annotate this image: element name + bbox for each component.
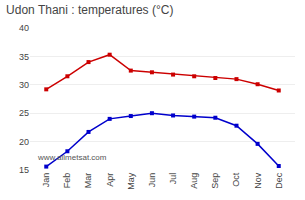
svg-text:Dec: Dec	[274, 172, 284, 189]
svg-text:25: 25	[19, 108, 29, 118]
svg-text:May: May	[126, 172, 136, 190]
svg-text:Sep: Sep	[210, 173, 220, 189]
svg-text:35: 35	[19, 52, 29, 62]
svg-text:Oct: Oct	[231, 172, 241, 187]
svg-text:Udon Thani : temperatures (°C): Udon Thani : temperatures (°C)	[6, 3, 173, 17]
svg-text:Jun: Jun	[147, 173, 157, 188]
svg-text:40: 40	[19, 23, 29, 33]
svg-text:Jul: Jul	[168, 173, 178, 185]
svg-text:Aug: Aug	[189, 173, 199, 189]
svg-text:Nov: Nov	[253, 172, 263, 189]
svg-text:Jan: Jan	[41, 173, 51, 188]
svg-text:www.allmetsat.com: www.allmetsat.com	[37, 153, 107, 162]
svg-text:Feb: Feb	[62, 173, 72, 189]
svg-text:20: 20	[19, 137, 29, 147]
svg-text:Mar: Mar	[83, 173, 93, 189]
svg-text:Apr: Apr	[105, 173, 115, 187]
svg-text:30: 30	[19, 80, 29, 90]
svg-text:15: 15	[19, 165, 29, 175]
